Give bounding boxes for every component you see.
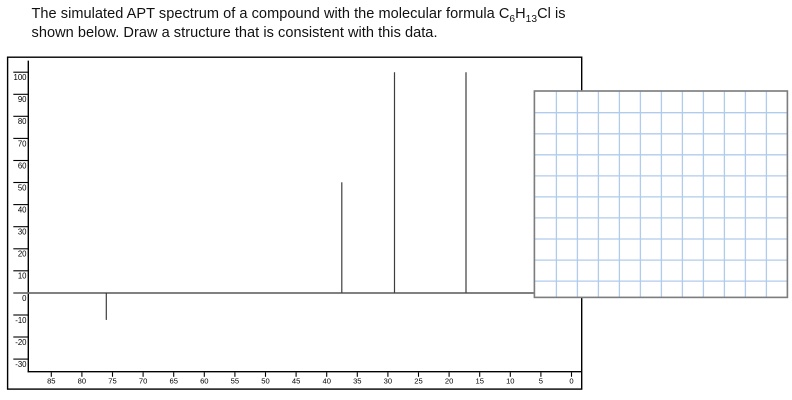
svg-text:20: 20 (445, 377, 453, 386)
svg-text:10: 10 (18, 272, 27, 281)
svg-text:80: 80 (78, 377, 86, 386)
svg-text:60: 60 (200, 377, 208, 386)
svg-text:90: 90 (18, 95, 27, 104)
svg-text:-30: -30 (15, 360, 27, 369)
svg-text:60: 60 (18, 161, 27, 170)
svg-text:0: 0 (569, 377, 573, 386)
svg-text:45: 45 (292, 377, 300, 386)
svg-text:85: 85 (47, 377, 55, 386)
svg-text:-20: -20 (15, 338, 27, 347)
svg-text:40: 40 (18, 206, 27, 215)
svg-text:80: 80 (18, 117, 27, 126)
svg-text:5: 5 (539, 377, 543, 386)
svg-text:25: 25 (414, 377, 422, 386)
svg-text:40: 40 (322, 377, 330, 386)
svg-text:75: 75 (108, 377, 116, 386)
svg-text:30: 30 (18, 228, 27, 237)
svg-text:0: 0 (22, 294, 27, 303)
svg-text:35: 35 (353, 377, 361, 386)
svg-text:70: 70 (18, 139, 27, 148)
svg-text:100: 100 (13, 73, 27, 82)
svg-text:55: 55 (231, 377, 239, 386)
svg-text:65: 65 (169, 377, 177, 386)
svg-text:70: 70 (139, 377, 147, 386)
svg-text:15: 15 (475, 377, 483, 386)
svg-text:10: 10 (506, 377, 514, 386)
svg-text:30: 30 (384, 377, 392, 386)
svg-text:50: 50 (261, 377, 269, 386)
svg-text:-10: -10 (15, 316, 27, 325)
svg-text:50: 50 (18, 183, 27, 192)
svg-text:20: 20 (18, 250, 27, 259)
